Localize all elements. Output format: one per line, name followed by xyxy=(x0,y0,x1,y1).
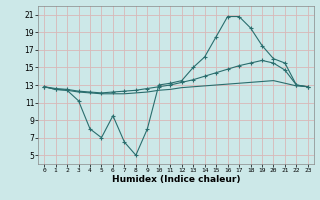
X-axis label: Humidex (Indice chaleur): Humidex (Indice chaleur) xyxy=(112,175,240,184)
